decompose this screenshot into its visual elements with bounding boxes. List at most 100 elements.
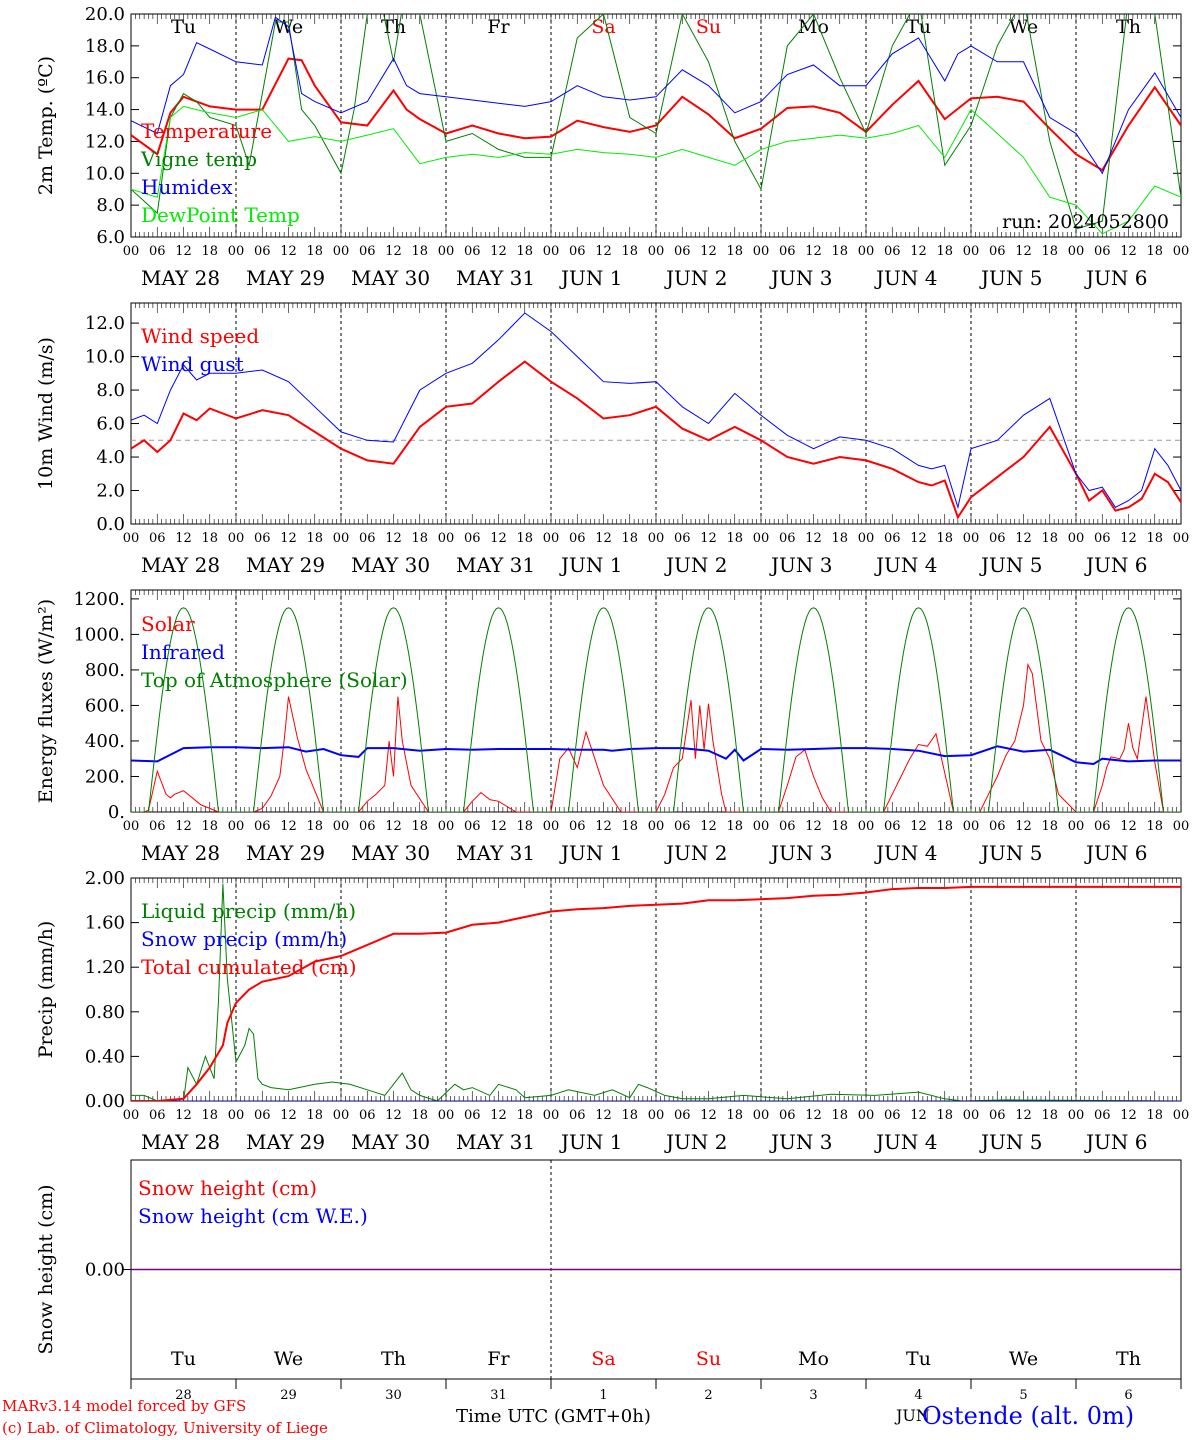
precip-hour-label: 00 (543, 1108, 560, 1123)
temperature-date-label: MAY 31 (456, 266, 535, 290)
energy-hour-label: 00 (753, 819, 770, 834)
energy-date-label: JUN 1 (559, 841, 622, 865)
energy-hour-label: 00 (123, 819, 140, 834)
precip-hour-label: 12 (490, 1108, 507, 1123)
weekday-label: Su (696, 16, 721, 38)
temperature-ytick-label: 18.0 (85, 36, 125, 57)
wind-hour-label: 18 (411, 531, 428, 546)
energy-hour-label: 00 (1173, 819, 1190, 834)
temperature-date-label: JUN 1 (559, 266, 622, 290)
energy-hour-label: 06 (464, 819, 481, 834)
energy-date-label: JUN 4 (874, 841, 937, 865)
wind-hour-label: 00 (1068, 531, 1085, 546)
temperature-ytick-label: 12.0 (85, 131, 125, 152)
energy-date-label: JUN 6 (1084, 841, 1147, 865)
precip-hour-label: 00 (1068, 1108, 1085, 1123)
wind-hour-label: 12 (490, 531, 507, 546)
snow-day-number: 2 (704, 1388, 712, 1403)
wind-hour-label: 18 (621, 531, 638, 546)
temperature-hour-label: 18 (831, 244, 848, 259)
energy-hour-label: 18 (411, 819, 428, 834)
wind-hour-label: 18 (1146, 531, 1163, 546)
temperature-date-label: MAY 30 (351, 266, 430, 290)
temperature-legend-entry: DewPoint Temp (141, 203, 300, 227)
precip-hour-label: 06 (779, 1108, 796, 1123)
snow-weekday-label: We (274, 1348, 303, 1370)
energy-hour-label: 06 (1094, 819, 1111, 834)
temperature-hour-label: 00 (648, 244, 665, 259)
temperature-legend-entry: Humidex (141, 175, 233, 199)
snow-weekday-label: Th (381, 1348, 406, 1370)
precip-series-liquid-precip-mm-h (131, 883, 1181, 1101)
wind-hour-label: 06 (1094, 531, 1111, 546)
energy-series-infrared (131, 745, 1181, 766)
temperature-date-label: MAY 28 (141, 266, 220, 290)
energy-ylabel: Energy fluxes (W/m²) (35, 599, 57, 803)
temperature-hour-label: 18 (411, 244, 428, 259)
snow-weekday-label: Mo (798, 1348, 829, 1370)
energy-ytick-label: 1200. (73, 589, 125, 610)
snow-day-number: 4 (914, 1388, 922, 1403)
temperature-hour-label: 18 (936, 244, 953, 259)
precip-hour-label: 12 (175, 1108, 192, 1123)
wind-date-label: JUN 2 (664, 553, 727, 577)
wind-date-label: MAY 31 (456, 553, 535, 577)
precip-ytick-label: 1.20 (85, 957, 125, 978)
wind-hour-label: 12 (175, 531, 192, 546)
energy-hour-label: 18 (831, 819, 848, 834)
energy-hour-label: 00 (543, 819, 560, 834)
energy-hour-label: 06 (569, 819, 586, 834)
energy-hour-label: 18 (1041, 819, 1058, 834)
precip-ytick-label: 2.00 (85, 868, 125, 889)
energy-hour-label: 06 (254, 819, 271, 834)
temperature-hour-label: 12 (1015, 244, 1032, 259)
precip-hour-label: 00 (963, 1108, 980, 1123)
precip-hour-label: 18 (201, 1108, 218, 1123)
temperature-ytick-label: 6.0 (96, 227, 125, 248)
temperature-hour-label: 06 (464, 244, 481, 259)
weekday-label: Th (1116, 16, 1141, 38)
temperature-date-label: MAY 29 (246, 266, 325, 290)
wind-hour-label: 12 (385, 531, 402, 546)
precip-hour-label: 12 (805, 1108, 822, 1123)
wind-hour-label: 06 (149, 531, 166, 546)
energy-hour-label: 06 (359, 819, 376, 834)
snow-weekday-label: Th (1116, 1348, 1141, 1370)
energy-hour-label: 06 (989, 819, 1006, 834)
temperature-hour-label: 06 (149, 244, 166, 259)
precip-hour-label: 06 (569, 1108, 586, 1123)
precip-ylabel: Precip (mm/h) (35, 921, 57, 1059)
precip-hour-label: 06 (254, 1108, 271, 1123)
month-label: JUN (896, 1406, 930, 1425)
precip-hour-label: 12 (1120, 1108, 1137, 1123)
snow-day-number: 29 (280, 1388, 297, 1403)
temperature-series-vigne-temp (131, 14, 1181, 230)
energy-date-label: MAY 28 (141, 841, 220, 865)
wind-hour-label: 12 (1015, 531, 1032, 546)
wind-date-label: JUN 6 (1084, 553, 1147, 577)
energy-hour-label: 00 (1068, 819, 1085, 834)
wind-ytick-label: 6.0 (96, 414, 125, 435)
temperature-hour-label: 00 (858, 244, 875, 259)
temperature-hour-label: 12 (280, 244, 297, 259)
energy-hour-label: 18 (726, 819, 743, 834)
wind-hour-label: 12 (1120, 531, 1137, 546)
temperature-hour-label: 00 (1068, 244, 1085, 259)
temperature-hour-label: 06 (779, 244, 796, 259)
precip-hour-label: 12 (385, 1108, 402, 1123)
energy-hour-label: 18 (516, 819, 533, 834)
precip-date-label: MAY 29 (246, 1130, 325, 1154)
precip-date-label: JUN 3 (769, 1130, 832, 1154)
snow-day-number: 5 (1019, 1388, 1027, 1403)
temperature-hour-label: 18 (516, 244, 533, 259)
wind-hour-label: 00 (858, 531, 875, 546)
wind-ytick-label: 12.0 (85, 313, 125, 334)
temperature-hour-label: 00 (228, 244, 245, 259)
precip-hour-label: 06 (989, 1108, 1006, 1123)
energy-hour-label: 00 (333, 819, 350, 834)
precip-hour-label: 18 (1041, 1108, 1058, 1123)
energy-ytick-label: 400. (85, 731, 125, 752)
precip-hour-label: 06 (674, 1108, 691, 1123)
energy-hour-label: 06 (674, 819, 691, 834)
precip-hour-label: 00 (333, 1108, 350, 1123)
